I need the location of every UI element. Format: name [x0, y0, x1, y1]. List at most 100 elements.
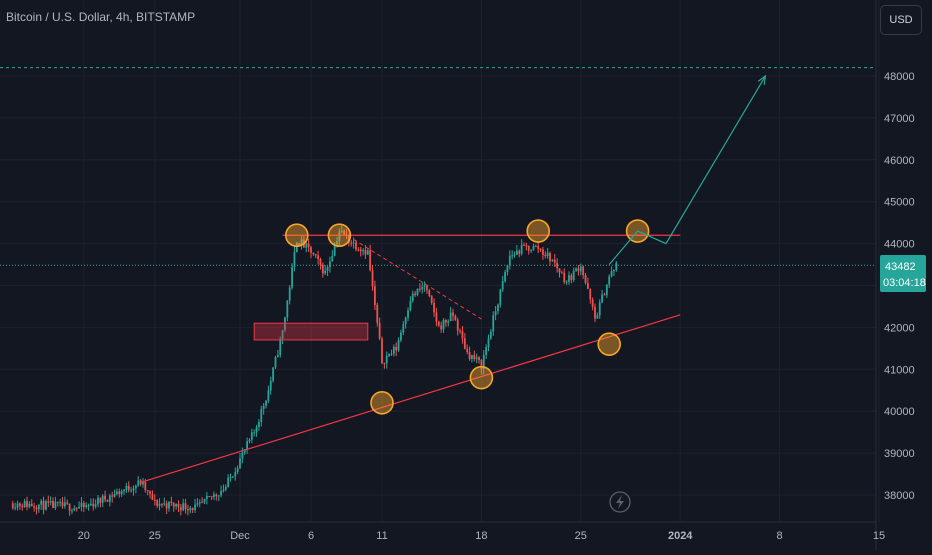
candle-body: [610, 271, 613, 277]
candle-body: [485, 346, 488, 355]
candle-body: [104, 495, 106, 500]
candle-body: [357, 249, 360, 251]
candle-body: [603, 294, 606, 296]
candle-body: [530, 250, 532, 252]
candle-body: [92, 503, 95, 507]
candle-body: [40, 500, 43, 505]
candle-body: [605, 284, 608, 296]
candle-body: [106, 499, 109, 502]
candle-body: [217, 495, 220, 497]
candle-body: [111, 495, 114, 497]
candle-body: [430, 295, 433, 303]
candle-body: [11, 503, 14, 508]
candle-body: [433, 302, 435, 313]
candle-body: [371, 270, 374, 287]
candle-body: [108, 495, 111, 502]
candle-body: [16, 503, 19, 508]
candle-body: [246, 441, 248, 450]
candle-body: [239, 458, 241, 469]
candle-body: [90, 503, 92, 506]
candle-body: [146, 490, 149, 492]
price-tick-label: 38000: [884, 490, 915, 502]
time-tick-label: 6: [308, 530, 314, 542]
time-tick-label: 2024: [668, 530, 693, 542]
candle-body: [168, 501, 170, 509]
candle-body: [30, 503, 33, 507]
candle-body: [516, 250, 518, 255]
candle-body: [191, 507, 194, 510]
candle-body: [338, 231, 341, 242]
candle-body: [317, 255, 319, 259]
annotations: [140, 74, 767, 484]
candle-body: [539, 248, 542, 250]
price-axis: 3800039000400004100042000430004400045000…: [0, 0, 915, 550]
candle-body: [579, 266, 582, 272]
candle-body: [222, 489, 225, 491]
candle-body: [418, 288, 421, 290]
time-tick-label: 18: [475, 530, 487, 542]
candle-body: [542, 249, 544, 255]
candle-body: [329, 261, 331, 268]
candle-body: [288, 287, 291, 301]
price-tick-label: 47000: [884, 113, 915, 125]
candle-body: [314, 254, 317, 256]
candle-body: [201, 502, 204, 504]
candle-body: [532, 246, 535, 251]
candle-body: [63, 502, 66, 507]
candle-body: [392, 346, 395, 354]
grid: [0, 0, 880, 522]
candle-body: [23, 501, 26, 508]
candle-body: [250, 432, 253, 440]
candle-body: [426, 285, 428, 291]
currency-button[interactable]: USD: [880, 5, 922, 35]
price-tick-label: 45000: [884, 197, 915, 209]
candle-body: [291, 266, 293, 288]
candle-body: [45, 501, 47, 510]
candle-body: [265, 400, 267, 406]
candle-body: [601, 294, 603, 303]
candle-body: [85, 505, 88, 507]
candle-body: [274, 357, 277, 368]
pivot-marker: [370, 391, 394, 415]
flash-icon[interactable]: [609, 491, 631, 513]
candle-body: [587, 282, 589, 289]
candle-body: [295, 242, 298, 253]
supply-box: [253, 322, 369, 341]
candle-body: [454, 315, 457, 320]
candle-body: [28, 503, 31, 507]
candle-body: [560, 272, 563, 274]
candle-body: [319, 258, 322, 265]
candle-body: [21, 505, 24, 508]
candle-body: [87, 505, 90, 507]
candle-body: [511, 255, 514, 257]
candle-body: [390, 353, 393, 355]
candle-body: [272, 367, 275, 381]
candle-body: [35, 507, 38, 510]
candle-body: [594, 306, 596, 319]
candle-body: [71, 510, 73, 512]
candle-body: [73, 508, 76, 511]
time-tick-label: 11: [376, 530, 387, 542]
candle-body: [177, 504, 180, 508]
candle-body: [80, 503, 83, 507]
time-tick-label: Dec: [230, 530, 250, 542]
candle-body: [584, 274, 587, 283]
candle-body: [333, 244, 336, 256]
candle-body: [435, 312, 438, 322]
candle-body: [137, 480, 140, 486]
candle-body: [537, 246, 540, 249]
candle-body: [608, 276, 611, 285]
candle-body: [26, 501, 28, 507]
candle-body: [376, 304, 379, 323]
candle-body: [400, 332, 402, 341]
candle-body: [411, 293, 414, 301]
candle-body: [350, 242, 353, 244]
price-badge-box: [880, 255, 926, 292]
candle-body: [227, 477, 230, 487]
candle-body: [248, 439, 251, 442]
candle-body: [428, 290, 431, 296]
candle-body: [468, 351, 471, 359]
candle-body: [437, 321, 440, 326]
